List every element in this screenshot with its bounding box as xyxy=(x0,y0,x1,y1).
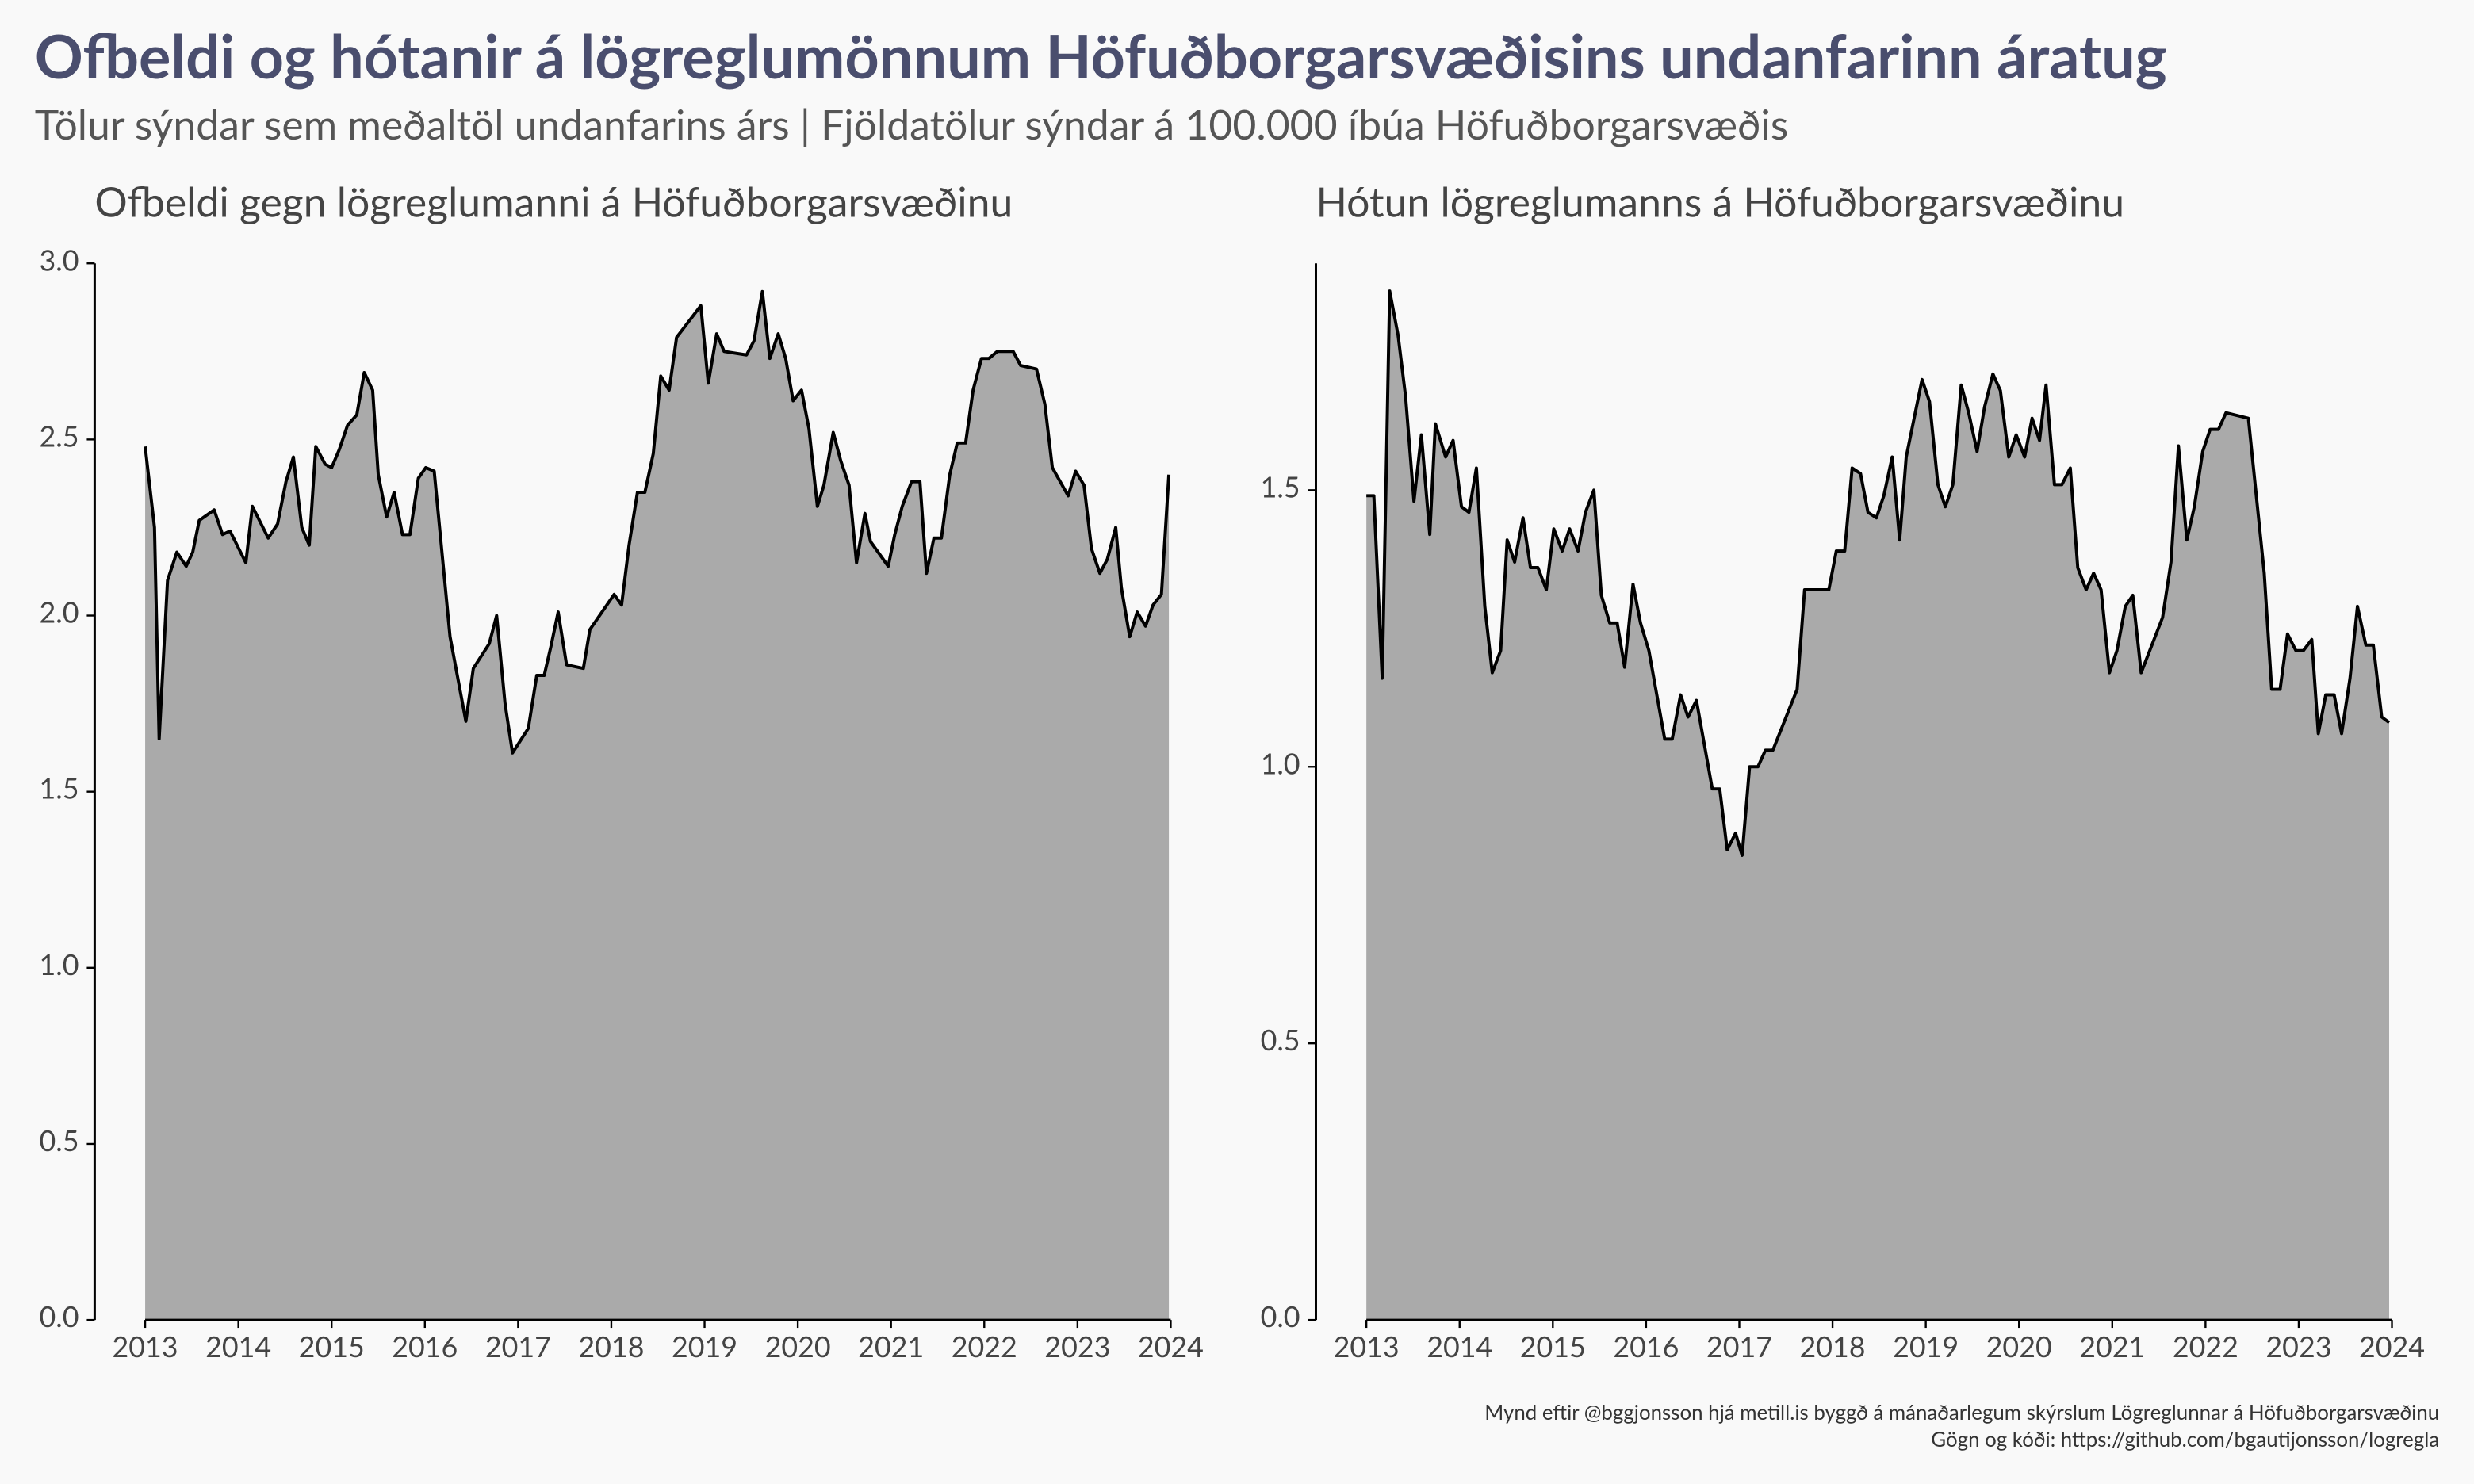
x-tick-label: 2014 xyxy=(1427,1329,1492,1364)
x-tick-label: 2021 xyxy=(858,1329,924,1364)
x-tick-label: 2018 xyxy=(1800,1329,1866,1364)
x-tick-label: 2019 xyxy=(1893,1329,1959,1364)
x-tick-label: 2017 xyxy=(485,1329,551,1364)
x-tick-label: 2014 xyxy=(205,1329,271,1364)
x-tick-label: 2015 xyxy=(1520,1329,1586,1364)
x-tick-label: 2017 xyxy=(1706,1329,1772,1364)
caption: Gögn og kóði: https://github.com/bgautij… xyxy=(1931,1426,2439,1451)
x-tick-label: 2022 xyxy=(952,1329,1017,1364)
x-tick-label: 2016 xyxy=(1613,1329,1679,1364)
y-tick-label: 3.0 xyxy=(40,243,79,277)
x-tick-label: 2018 xyxy=(578,1329,644,1364)
x-tick-label: 2023 xyxy=(1044,1329,1110,1364)
line xyxy=(1366,289,2391,857)
y-tick-label: 2.5 xyxy=(40,419,79,453)
line xyxy=(144,289,1171,755)
x-tick-label: 2016 xyxy=(392,1329,458,1364)
x-tick-label: 2022 xyxy=(2173,1329,2238,1364)
area xyxy=(145,291,1170,1321)
area xyxy=(1366,291,2390,1321)
x-tick-label: 2023 xyxy=(2265,1329,2331,1364)
x-tick-label: 2013 xyxy=(113,1329,178,1364)
x-tick-label: 2019 xyxy=(672,1329,737,1364)
chart-title: Ofbeldi og hótanir á lögreglumönnum Höfu… xyxy=(35,20,2167,92)
x-tick-label: 2015 xyxy=(299,1329,365,1364)
y-tick-label: 1.0 xyxy=(1261,746,1300,780)
y-tick-label: 1.0 xyxy=(40,947,79,981)
y-tick-label: 0.0 xyxy=(1261,1299,1300,1333)
x-tick-label: 2021 xyxy=(2079,1329,2145,1364)
x-tick-label: 2024 xyxy=(2359,1329,2425,1364)
caption: Mynd eftir @bggjonsson hjá metill.is byg… xyxy=(1484,1399,2439,1425)
y-tick-label: 1.5 xyxy=(40,771,79,805)
x-tick-label: 2020 xyxy=(1986,1329,2052,1364)
y-tick-label: 0.5 xyxy=(1261,1023,1300,1057)
chart-subtitle: Tölur sýndar sem meðaltöl undanfarins ár… xyxy=(35,100,1788,149)
x-tick-label: 2024 xyxy=(1138,1329,1204,1364)
y-tick-label: 2.0 xyxy=(40,595,79,629)
panel-title: Ofbeldi gegn lögreglumanni á Höfuðborgar… xyxy=(94,178,1013,227)
y-tick-label: 1.5 xyxy=(1261,469,1300,503)
y-tick-label: 0.5 xyxy=(40,1123,79,1157)
y-tick-label: 0.0 xyxy=(40,1299,79,1333)
x-tick-label: 2013 xyxy=(1334,1329,1400,1364)
x-tick-label: 2020 xyxy=(765,1329,831,1364)
panel-title: Hótun lögreglumanns á Höfuðborgarsvæðinu xyxy=(1316,178,2124,227)
